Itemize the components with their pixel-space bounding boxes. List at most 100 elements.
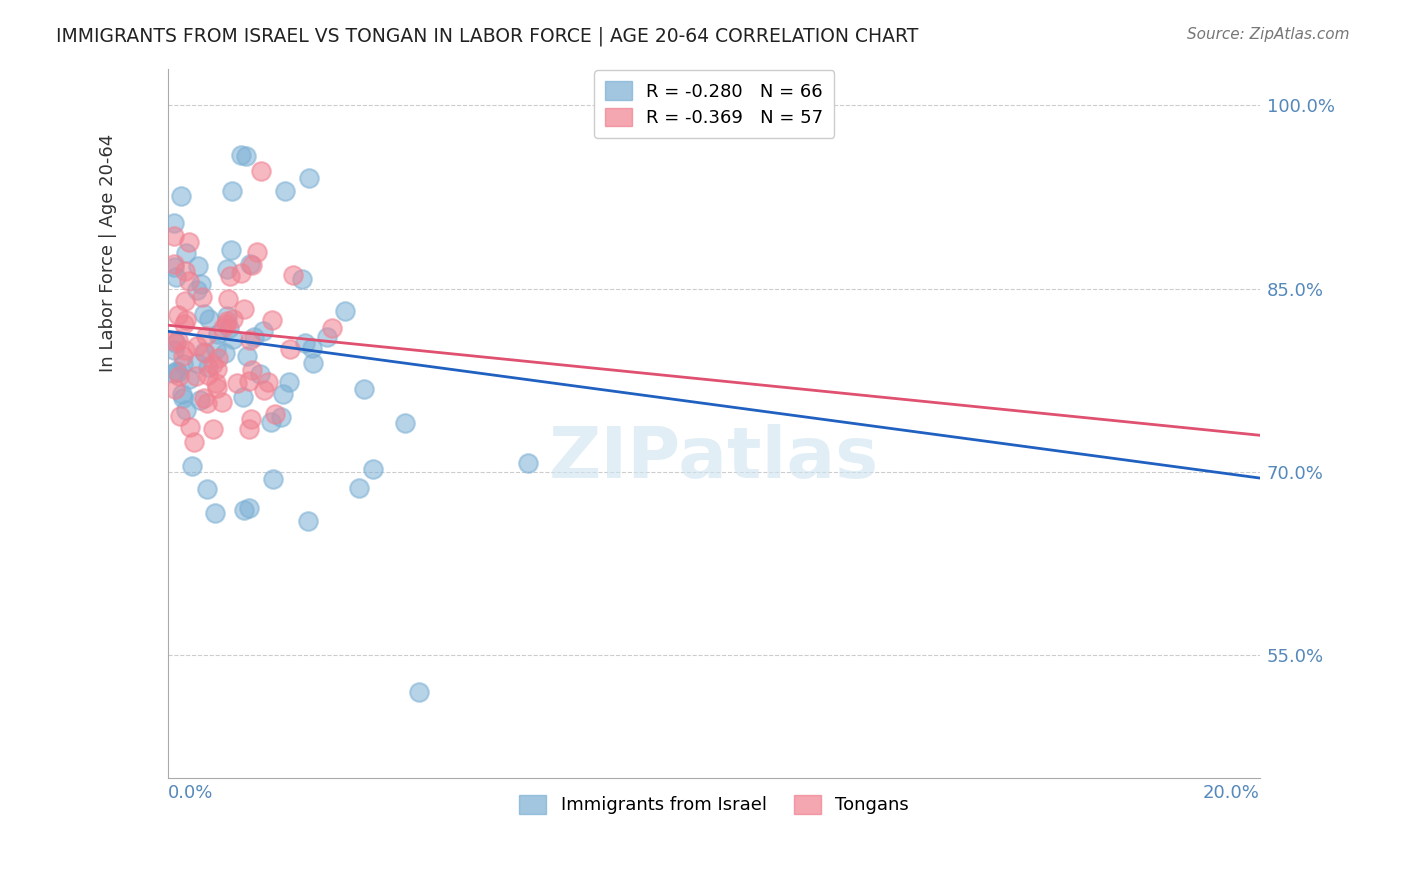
Point xyxy=(165,382,187,396)
Point xyxy=(233,301,256,316)
Point xyxy=(163,334,186,349)
Point xyxy=(257,375,280,389)
Point xyxy=(236,350,259,364)
Point xyxy=(262,472,284,486)
Point xyxy=(184,369,207,384)
Point xyxy=(211,321,233,335)
Point xyxy=(297,514,319,528)
Point xyxy=(229,266,252,280)
Point xyxy=(394,416,416,430)
Point xyxy=(263,407,285,421)
Point xyxy=(181,459,204,474)
Point xyxy=(167,365,190,379)
Point xyxy=(253,384,276,398)
Point xyxy=(172,357,194,371)
Point xyxy=(201,422,224,436)
Point xyxy=(194,329,217,343)
Point xyxy=(211,394,233,409)
Point xyxy=(347,481,370,495)
Point xyxy=(172,391,194,405)
Point xyxy=(353,382,375,396)
Point xyxy=(170,386,193,401)
Point xyxy=(193,391,215,405)
Point xyxy=(179,420,201,434)
Point xyxy=(221,184,243,198)
Point xyxy=(215,314,238,328)
Point xyxy=(252,325,274,339)
Point xyxy=(186,283,208,297)
Point xyxy=(163,216,186,230)
Point xyxy=(217,309,239,323)
Point xyxy=(197,359,219,374)
Point xyxy=(163,343,186,357)
Point xyxy=(176,402,198,417)
Point xyxy=(273,387,295,401)
Point xyxy=(183,435,205,450)
Point xyxy=(219,268,242,283)
Point xyxy=(232,390,254,404)
Point xyxy=(222,333,245,347)
Point xyxy=(214,346,236,360)
Point xyxy=(173,318,195,332)
Point xyxy=(361,462,384,476)
Point xyxy=(270,410,292,425)
Point xyxy=(238,422,260,436)
Point xyxy=(194,346,217,360)
Point xyxy=(187,259,209,273)
Point xyxy=(163,366,186,380)
Point xyxy=(219,243,242,257)
Point xyxy=(231,148,253,162)
Point xyxy=(316,330,339,344)
Point xyxy=(260,312,283,326)
Point xyxy=(281,268,304,282)
Text: In Labor Force | Age 20-64: In Labor Force | Age 20-64 xyxy=(100,134,117,372)
Point xyxy=(278,376,301,390)
Point xyxy=(239,411,262,425)
Point xyxy=(205,381,228,395)
Point xyxy=(167,309,190,323)
Point xyxy=(333,304,356,318)
Text: ZIPatlas: ZIPatlas xyxy=(548,424,879,493)
Point xyxy=(197,368,219,383)
Point xyxy=(516,456,538,470)
Point xyxy=(239,257,262,271)
Text: 20.0%: 20.0% xyxy=(1204,784,1260,802)
Point xyxy=(242,258,264,272)
Point xyxy=(193,345,215,359)
Point xyxy=(274,184,297,198)
Point xyxy=(249,164,271,178)
Text: IMMIGRANTS FROM ISRAEL VS TONGAN IN LABOR FORCE | AGE 20-64 CORRELATION CHART: IMMIGRANTS FROM ISRAEL VS TONGAN IN LABO… xyxy=(56,27,918,46)
Point xyxy=(278,342,301,356)
Point xyxy=(207,361,229,376)
Point xyxy=(174,343,197,357)
Point xyxy=(165,269,187,284)
Point xyxy=(190,277,212,291)
Point xyxy=(240,363,263,377)
Point xyxy=(238,374,260,388)
Point xyxy=(226,376,249,390)
Point xyxy=(195,482,218,496)
Point xyxy=(291,272,314,286)
Point xyxy=(167,368,190,383)
Point xyxy=(191,290,214,304)
Point xyxy=(195,396,218,410)
Point xyxy=(172,349,194,363)
Point xyxy=(179,235,201,250)
Point xyxy=(215,261,238,276)
Point xyxy=(165,364,187,378)
Point xyxy=(321,321,343,335)
Point xyxy=(202,357,225,371)
Point xyxy=(207,326,229,341)
Point xyxy=(198,312,221,326)
Point xyxy=(174,313,197,327)
Text: 0.0%: 0.0% xyxy=(169,784,214,802)
Point xyxy=(301,356,323,370)
Point xyxy=(239,333,262,347)
Point xyxy=(294,336,316,351)
Point xyxy=(298,171,321,186)
Point xyxy=(163,228,186,243)
Point xyxy=(173,294,195,309)
Point xyxy=(235,149,257,163)
Point xyxy=(193,307,215,321)
Point xyxy=(170,189,193,203)
